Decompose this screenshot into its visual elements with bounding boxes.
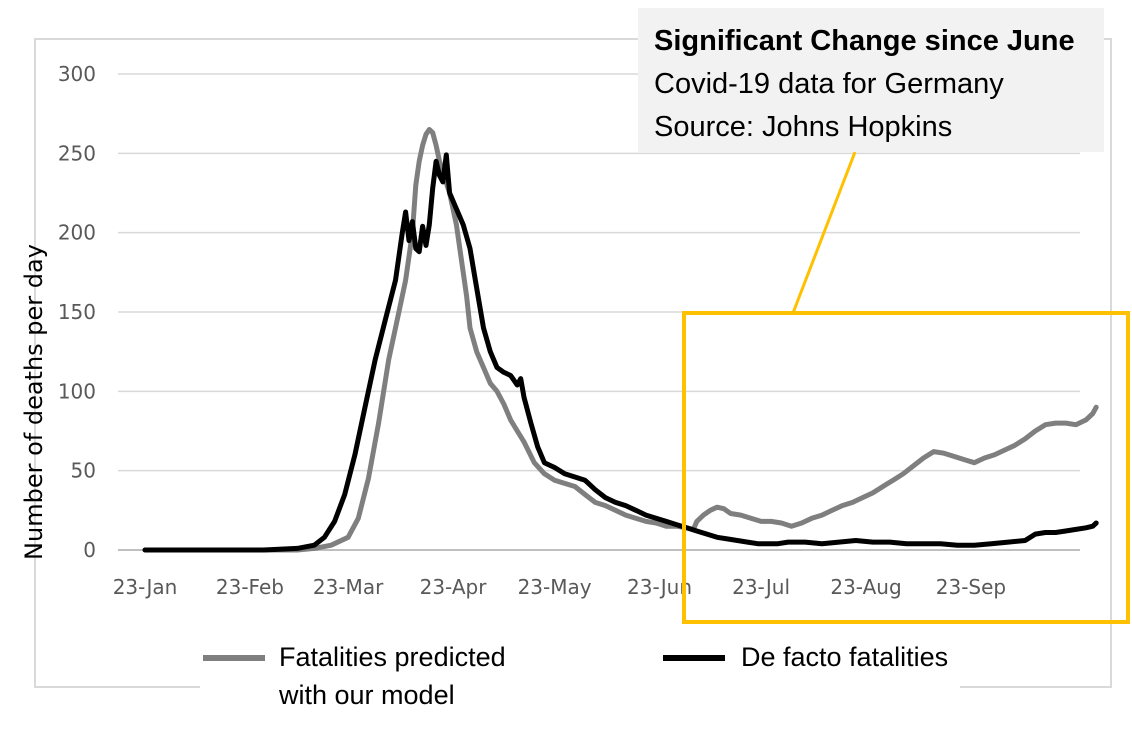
y-tick-label: 300 xyxy=(58,62,96,86)
x-tick-label: 23-Mar xyxy=(313,575,384,599)
legend-item-predicted: Fatalities predicted with our model xyxy=(279,638,506,714)
y-tick-label: 0 xyxy=(83,538,96,562)
callout-connector xyxy=(791,151,857,314)
callout-box: Significant Change since June Covid-19 d… xyxy=(638,8,1104,152)
series-line-predicted xyxy=(142,127,1099,553)
y-tick-label: 50 xyxy=(71,459,96,483)
x-tick-label: 23-Jan xyxy=(113,575,178,599)
x-tick-label: 23-Sep xyxy=(936,575,1006,599)
y-tick-label: 200 xyxy=(58,221,96,245)
y-tick-label: 100 xyxy=(58,379,96,403)
x-tick-label: 23-Feb xyxy=(216,575,284,599)
highlight-box xyxy=(682,311,1130,624)
y-axis-label: Number of deaths per day xyxy=(20,244,48,560)
legend xyxy=(200,640,960,720)
callout-line-1: Covid-19 data for Germany xyxy=(654,68,1004,100)
y-tick-label: 250 xyxy=(58,141,96,165)
callout-line-2: Source: Johns Hopkins xyxy=(654,111,953,143)
y-tick-label: 150 xyxy=(58,300,96,324)
series-layer xyxy=(142,127,1099,553)
x-tick-label: 23-Aug xyxy=(830,575,901,599)
x-axis-ticks: 23-Jan 23-Feb 23-Mar 23-Apr 23-May 23-Jun 23-J… xyxy=(113,575,1006,599)
x-tick-label: 23-Apr xyxy=(420,575,488,599)
x-tick-label: 23-Jun xyxy=(627,575,692,599)
x-tick-label: 23-May xyxy=(518,575,592,599)
x-tick-label: 23-Jul xyxy=(732,575,790,599)
series-line-actual xyxy=(142,152,1099,553)
y-axis-ticks: 0 50 100 150 200 250 300 xyxy=(58,62,96,562)
legend-label-predicted-2: with our model xyxy=(279,680,455,710)
legend-label-actual: De facto fatalities xyxy=(741,642,949,672)
callout-title: Significant Change since June xyxy=(654,25,1075,57)
legend-label-predicted-1: Fatalities predicted xyxy=(279,642,506,672)
legend-item-actual: De facto fatalities xyxy=(741,638,948,676)
